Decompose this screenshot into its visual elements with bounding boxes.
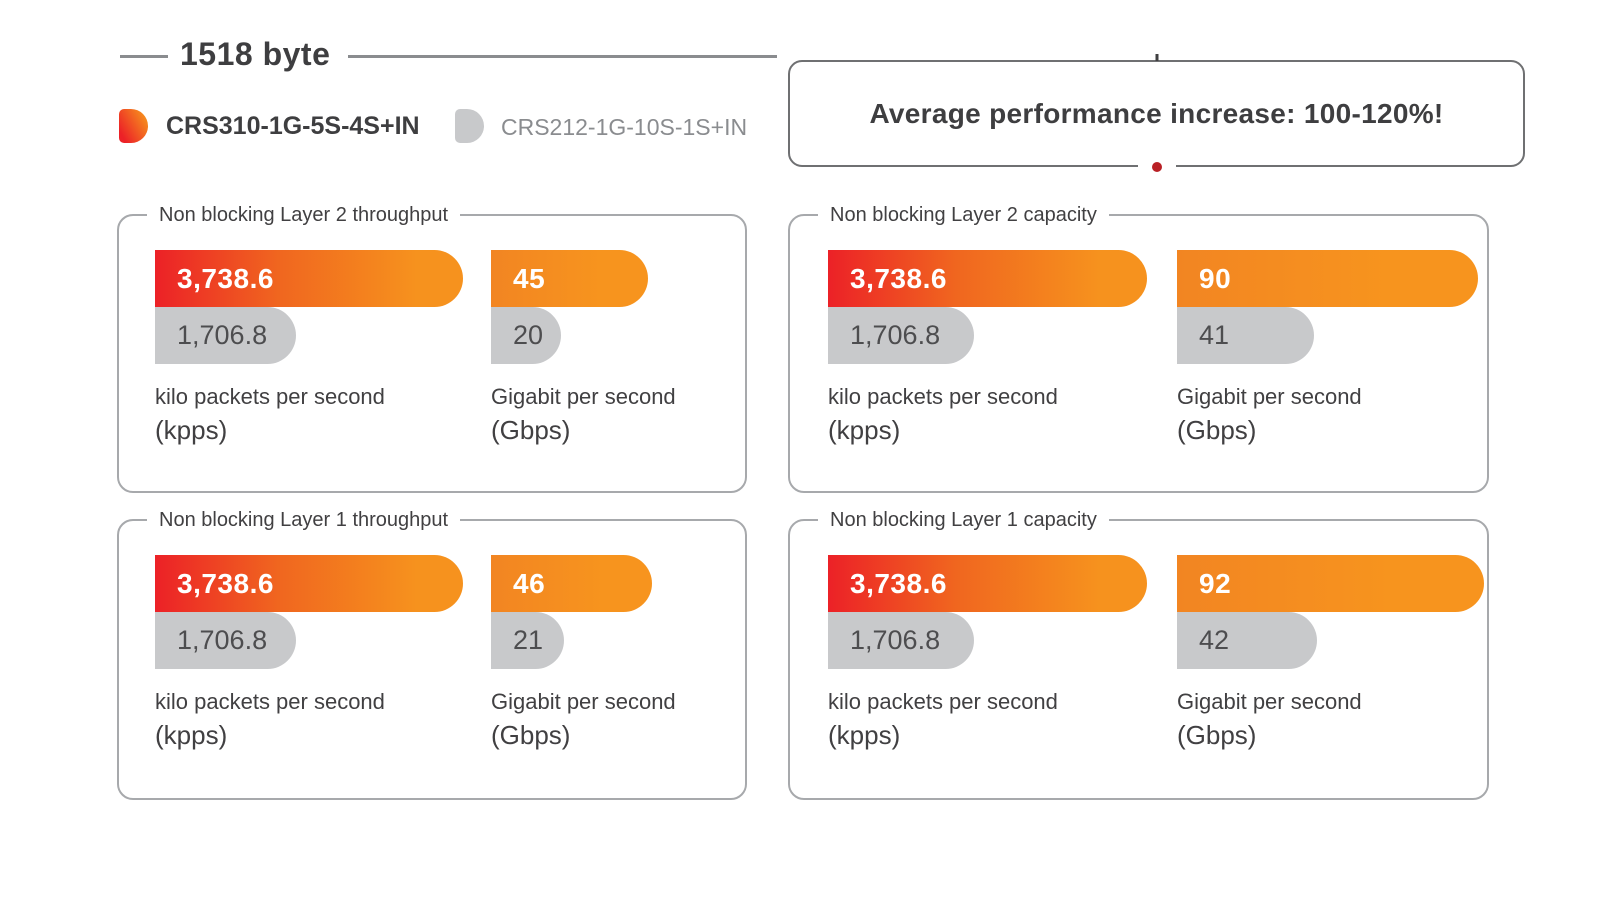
bar-value: 42 <box>1199 625 1230 655</box>
bar-crs310-kpps: 3,738.6 <box>155 250 463 307</box>
panel-title: Non blocking Layer 1 throughput <box>147 507 461 533</box>
bar-crs212-gbps: 20 <box>491 307 561 364</box>
gbps-group: 46 21 Gigabit per second (Gbps) <box>491 555 676 751</box>
panel-title: Non blocking Layer 1 capacity <box>818 507 1109 533</box>
bar-crs310-kpps: 3,738.6 <box>828 250 1147 307</box>
bar-crs310-gbps: 45 <box>491 250 648 307</box>
bar-crs212-kpps: 1,706.8 <box>828 307 974 364</box>
header-left-dash <box>120 55 168 58</box>
unit-abbrev: (Gbps) <box>1177 415 1257 445</box>
unit-label: kilo packets per second <box>828 384 1058 409</box>
page-title: 1518 byte <box>180 36 331 72</box>
gbps-group: 90 41 Gigabit per second (Gbps) <box>1177 250 1478 446</box>
bar-value: 3,738.6 <box>850 567 947 599</box>
banner-text: Average performance increase: 100-120%! <box>869 97 1444 129</box>
unit-abbrev: (kpps) <box>155 415 228 445</box>
bar-value: 41 <box>1199 320 1230 350</box>
bar-crs212-kpps: 1,706.8 <box>155 307 296 364</box>
bar-crs310-kpps: 3,738.6 <box>828 555 1147 612</box>
bar-crs212-gbps: 21 <box>491 612 564 669</box>
banner-top-tick <box>1155 54 1158 61</box>
unit-label: Gigabit per second <box>1177 384 1362 409</box>
bar-crs310-kpps: 3,738.6 <box>155 555 463 612</box>
bar-value: 92 <box>1199 567 1232 599</box>
unit-abbrev: (kpps) <box>155 720 228 750</box>
legend-label-crs212: CRS212-1G-10S-1S+IN <box>501 114 748 140</box>
bar-value: 90 <box>1199 262 1232 294</box>
unit-abbrev: (kpps) <box>828 720 901 750</box>
unit-label: kilo packets per second <box>828 689 1058 714</box>
bar-value: 21 <box>513 625 544 655</box>
bar-value: 20 <box>513 320 544 350</box>
kpps-group: 3,738.6 1,706.8 kilo packets per second … <box>155 250 463 446</box>
unit-label: kilo packets per second <box>155 384 385 409</box>
panel-title: Non blocking Layer 2 throughput <box>147 202 461 228</box>
bar-crs212-gbps: 42 <box>1177 612 1317 669</box>
bar-value: 3,738.6 <box>177 262 274 294</box>
unit-abbrev: (kpps) <box>828 415 901 445</box>
panel-layer2-throughput: Non blocking Layer 2 throughput 3,738.6 … <box>117 202 747 493</box>
unit-label: Gigabit per second <box>491 384 676 409</box>
bar-crs212-kpps: 1,706.8 <box>155 612 296 669</box>
panel-title: Non blocking Layer 2 capacity <box>818 202 1109 228</box>
bar-value: 1,706.8 <box>850 625 941 655</box>
bar-value: 3,738.6 <box>850 262 947 294</box>
legend-swatch-crs310 <box>119 109 148 143</box>
bar-value: 1,706.8 <box>177 625 268 655</box>
kpps-group: 3,738.6 1,706.8 kilo packets per second … <box>828 250 1147 446</box>
bar-value: 3,738.6 <box>177 567 274 599</box>
kpps-group: 3,738.6 1,706.8 kilo packets per second … <box>155 555 463 751</box>
panel-layer1-throughput: Non blocking Layer 1 throughput 3,738.6 … <box>117 507 747 800</box>
bar-value: 45 <box>513 262 546 294</box>
legend-swatch-crs212 <box>455 109 484 143</box>
banner-dot-holder <box>1137 160 1176 173</box>
bar-value: 1,706.8 <box>850 320 941 350</box>
bar-value: 1,706.8 <box>177 320 268 350</box>
gbps-group: 92 42 Gigabit per second (Gbps) <box>1177 555 1484 751</box>
gbps-group: 45 20 Gigabit per second (Gbps) <box>491 250 676 446</box>
unit-label: kilo packets per second <box>155 689 385 714</box>
panel-layer2-capacity: Non blocking Layer 2 capacity 3,738.6 1,… <box>788 202 1489 493</box>
kpps-group: 3,738.6 1,706.8 kilo packets per second … <box>828 555 1147 751</box>
panel-layer1-capacity: Non blocking Layer 1 capacity 3,738.6 1,… <box>788 507 1489 800</box>
unit-abbrev: (Gbps) <box>491 415 571 445</box>
bar-crs212-kpps: 1,706.8 <box>828 612 974 669</box>
unit-abbrev: (Gbps) <box>491 720 571 750</box>
unit-abbrev: (Gbps) <box>1177 720 1257 750</box>
performance-banner: Average performance increase: 100-120%! <box>788 54 1525 173</box>
unit-label: Gigabit per second <box>1177 689 1362 714</box>
legend-label-crs310: CRS310-1G-5S-4S+IN <box>166 112 420 140</box>
red-dot-icon <box>1151 161 1162 172</box>
bar-crs212-gbps: 41 <box>1177 307 1314 364</box>
header-right-line <box>348 55 777 58</box>
bar-value: 46 <box>513 567 546 599</box>
bar-crs310-gbps: 90 <box>1177 250 1478 307</box>
bar-crs310-gbps: 46 <box>491 555 652 612</box>
unit-label: Gigabit per second <box>491 689 676 714</box>
bar-crs310-gbps: 92 <box>1177 555 1484 612</box>
